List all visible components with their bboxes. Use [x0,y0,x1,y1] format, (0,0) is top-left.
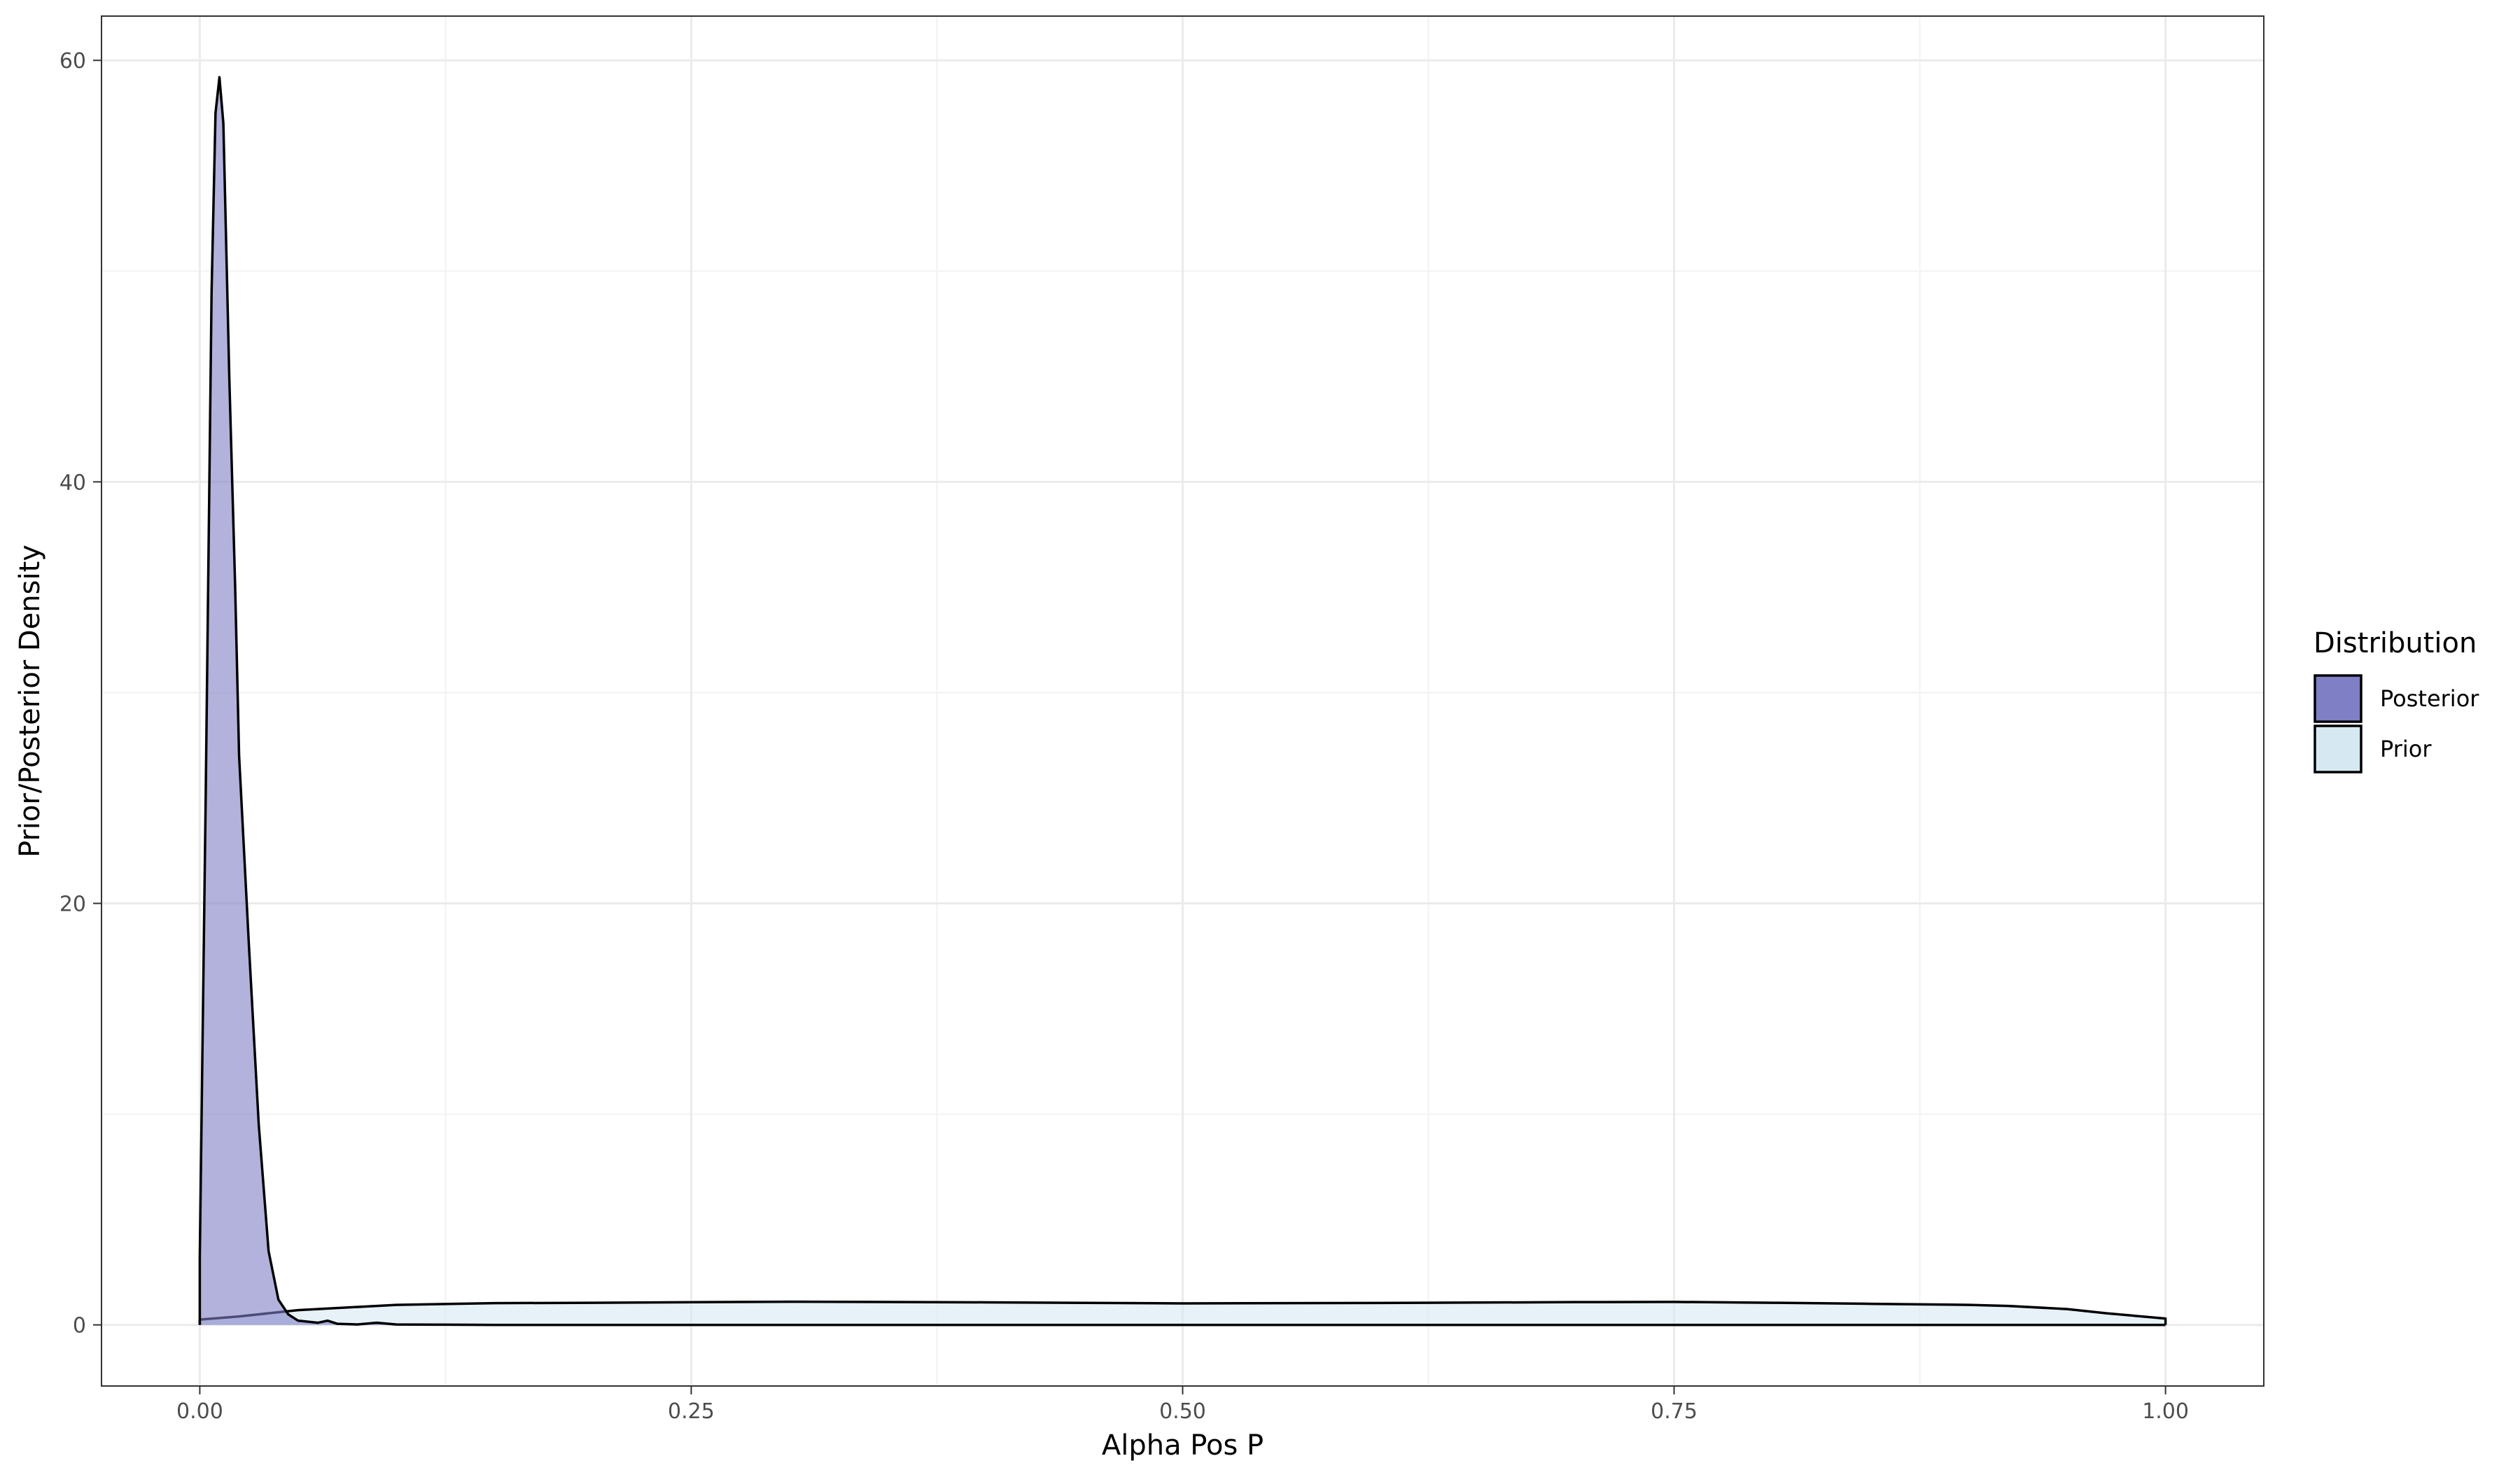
legend: Distribution Posterior Prior [2314,627,2479,774]
prior-density-area [200,1301,2166,1325]
y-tick-label: 40 [59,470,86,495]
x-axis-title: Alpha Pos P [1102,1429,1264,1462]
y-tick-label: 60 [59,49,86,74]
y-tick-label: 20 [59,892,86,917]
legend-swatch-posterior [2314,674,2362,723]
series-layer [198,76,2167,1326]
x-tick-label: 0.00 [176,1399,223,1424]
plot-area [101,15,2264,1387]
y-axis: 0 20 40 60 [59,49,102,1338]
posterior-density-line [198,76,2166,1326]
x-tick-label: 0.25 [668,1399,715,1424]
prior-density-line [198,1300,2167,1325]
x-tick-label: 0.50 [1159,1399,1206,1424]
y-tick-label: 0 [73,1314,86,1338]
x-axis: 0.00 0.25 0.50 0.75 1.00 [176,1386,2189,1424]
legend-swatch-prior [2314,724,2362,774]
x-tick-label: 0.75 [1651,1399,1698,1424]
legend-label-prior: Prior [2380,736,2432,762]
legend-label-posterior: Posterior [2380,685,2479,712]
x-tick-label: 1.00 [2142,1399,2189,1424]
y-axis-title: Prior/Posterior Density [14,545,46,858]
legend-title: Distribution [2314,627,2477,659]
